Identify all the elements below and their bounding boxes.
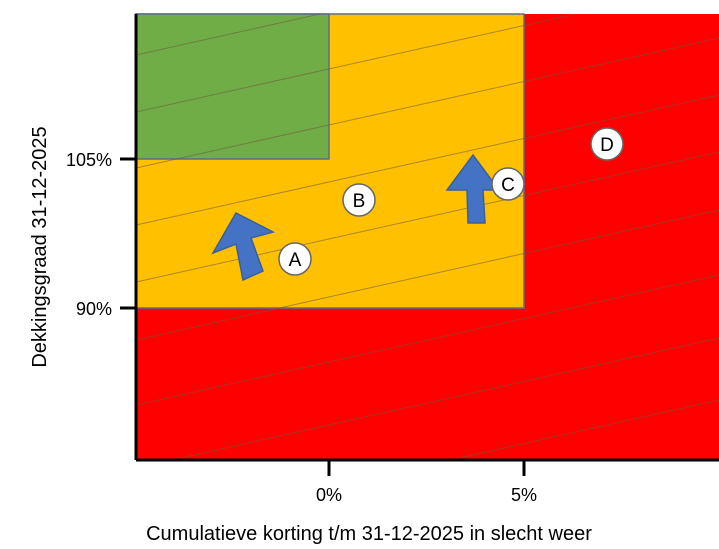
hatch-lines (136, 14, 719, 460)
marker-c: C (491, 167, 525, 201)
marker-d-label: D (600, 135, 614, 156)
region-green (135, 13, 330, 160)
y-tick-label-90: 90% (76, 299, 112, 319)
arrow-icon-a (211, 212, 276, 282)
arrow-icon-c (445, 153, 501, 224)
y-axis-title: Dekkingsgraad 31-12-2025 (29, 126, 51, 367)
marker-a-label: A (289, 250, 302, 271)
marker-b: B (342, 183, 376, 217)
marker-d: D (590, 127, 624, 161)
x-tick-label-5: 5% (511, 485, 537, 505)
x-tick-label-0: 0% (316, 485, 342, 505)
marker-a: A (278, 242, 312, 276)
x-axis-title: Cumulatieve korting t/m 31-12-2025 in sl… (146, 523, 592, 545)
marker-c-label: C (501, 175, 515, 196)
y-tick-label-105: 105% (66, 150, 112, 170)
marker-b-label: B (353, 191, 366, 212)
